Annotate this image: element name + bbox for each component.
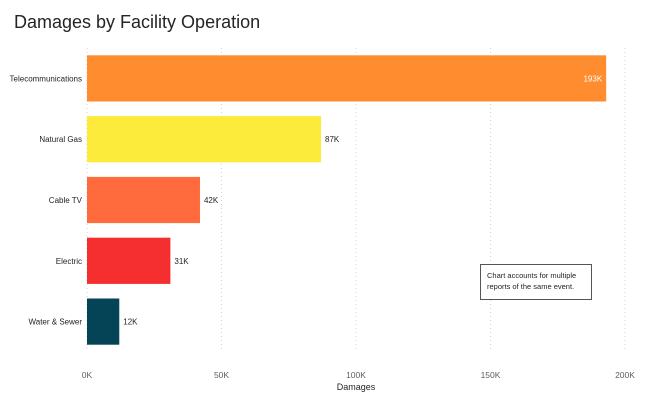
bar-natural-gas [87,116,322,163]
y-category-label: Cable TV [49,196,83,205]
y-category-label: Water & Sewer [29,318,83,327]
y-category-label: Natural Gas [39,135,82,144]
x-tick-label: 100K [346,370,366,380]
y-category-label: Electric [56,257,82,266]
bar-telecommunications [87,55,607,102]
x-tick-label: 0K [82,370,93,380]
data-label: 87K [325,135,340,144]
chart-note: Chart accounts for multiple reports of t… [480,264,592,300]
x-tick-label: 200K [615,370,635,380]
data-label: 31K [174,257,189,266]
bar-cable-tv [87,176,200,224]
y-category-label: Telecommunications [10,74,82,83]
x-axis-title: Damages [337,382,376,392]
x-tick-label: 50K [214,370,229,380]
data-label: 193K [583,74,602,83]
data-label: 12K [123,318,138,327]
x-tick-label: 150K [481,370,501,380]
bar-water-sewer [87,298,120,345]
bar-electric [87,237,171,284]
data-label: 42K [204,196,219,205]
chart-title: Damages by Facility Operation [14,12,261,32]
